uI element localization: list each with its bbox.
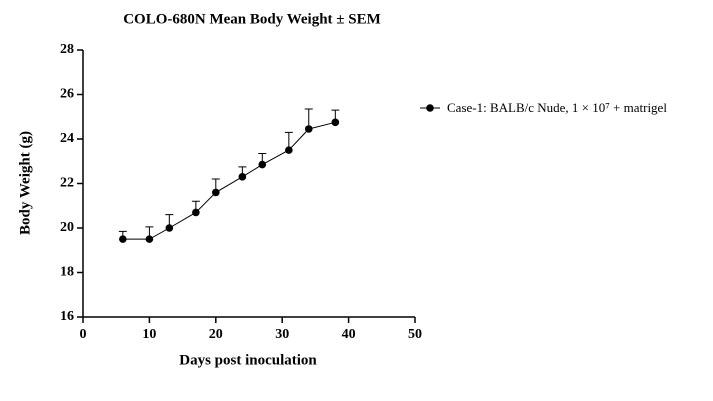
y-tick-label: 22 <box>60 176 74 191</box>
legend-marker <box>426 104 434 112</box>
data-point <box>238 173 247 181</box>
y-tick-label: 24 <box>60 131 74 146</box>
chart-title: COLO-680N Mean Body Weight ± SEM <box>123 11 381 27</box>
x-tick-label: 20 <box>209 327 223 342</box>
x-tick-label: 10 <box>142 327 156 342</box>
x-tick-label: 50 <box>408 327 422 342</box>
x-tick-label: 0 <box>80 327 87 342</box>
y-axis-label: Body Weight (g) <box>17 131 33 235</box>
y-tick-label: 28 <box>60 42 74 57</box>
y-tick-label: 26 <box>60 87 74 102</box>
data-point <box>258 160 267 169</box>
x-tick-label: 40 <box>342 327 356 342</box>
series-line <box>122 121 336 240</box>
legend-label: Case-1: BALB/c Nude, 1 × 10⁷ + matrigel <box>447 100 667 115</box>
y-tick-label: 18 <box>60 265 74 280</box>
y-tick-label: 20 <box>60 220 74 235</box>
data-point <box>119 235 127 243</box>
x-axis-label: Days post inoculation <box>179 352 317 368</box>
x-tick-label: 30 <box>275 327 289 342</box>
data-point <box>212 188 220 197</box>
data-point <box>192 208 200 217</box>
data-point <box>331 118 340 127</box>
data-point <box>285 146 293 154</box>
data-point <box>304 125 313 133</box>
data-point <box>165 224 174 232</box>
y-tick-label: 16 <box>60 309 74 324</box>
data-point <box>145 235 154 243</box>
